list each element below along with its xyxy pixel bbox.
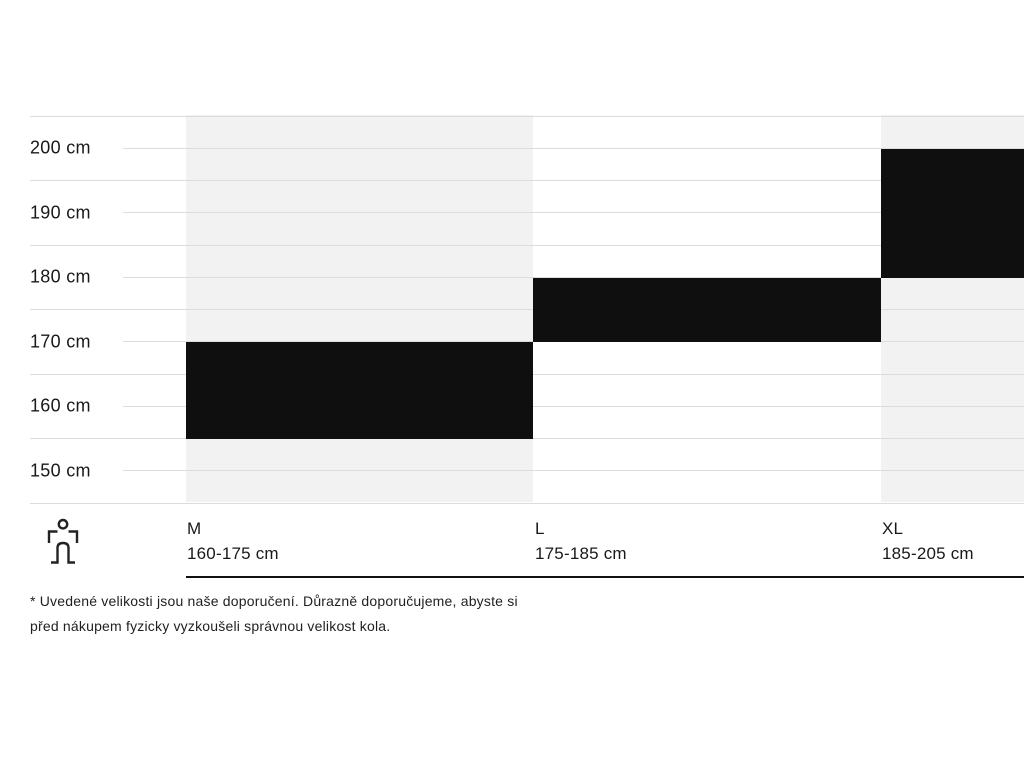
size-name-xl: XL — [882, 519, 904, 538]
footnote-line-2: před nákupem fyzicky vyzkoušeli správnou… — [30, 618, 391, 634]
size-range-l: 175-185 cm — [535, 544, 627, 563]
gridline-minor — [30, 309, 1024, 310]
person-icon — [47, 518, 79, 569]
gridline-major — [123, 276, 1024, 278]
y-tick-label: 160 cm — [30, 395, 91, 416]
gridline-major — [123, 147, 1024, 149]
size-label-l: L 175-185 cm — [535, 516, 627, 566]
size-range-xl: 185-205 cm — [882, 544, 974, 563]
size-label-xl: XL 185-205 cm — [882, 516, 974, 566]
range-bar-l — [533, 277, 881, 342]
gridline-major — [123, 212, 1024, 214]
y-tick-label: 180 cm — [30, 266, 91, 287]
range-bar-xl — [881, 148, 1024, 278]
y-tick-label: 190 cm — [30, 202, 91, 222]
size-name-l: L — [535, 519, 545, 538]
footnote-line-1: * Uvedené velikosti jsou naše doporučení… — [30, 593, 518, 609]
footnote: * Uvedené velikosti jsou naše doporučení… — [30, 589, 518, 639]
range-bar-m — [186, 342, 533, 439]
gridline-minor — [30, 180, 1024, 181]
size-range-m: 160-175 cm — [187, 544, 279, 563]
gridline-major — [123, 405, 1024, 407]
size-name-m: M — [187, 519, 202, 538]
gridline-minor — [30, 502, 1024, 504]
gridline-major — [123, 470, 1024, 472]
y-tick-label: 200 cm — [30, 137, 91, 158]
y-tick-label: 150 cm — [30, 460, 91, 480]
gridline-minor — [30, 115, 1024, 117]
x-axis-line — [186, 576, 1024, 578]
y-tick-label: 170 cm — [30, 331, 91, 351]
gridline-minor — [30, 244, 1024, 246]
size-label-m: M 160-175 cm — [187, 516, 279, 566]
